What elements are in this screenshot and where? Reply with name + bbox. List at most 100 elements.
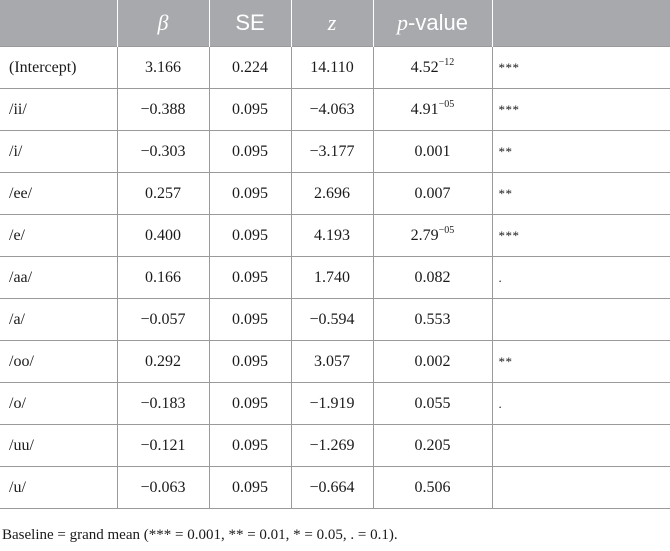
p-value-cell: 0.553 — [372, 298, 493, 341]
table-row: /uu/−0.121 0.095 −1.269 0.205 — [0, 424, 670, 467]
z-cell: −1.919 — [290, 382, 374, 425]
term-cell: /a/ — [0, 298, 118, 341]
p-value-cell: 2.79−05 — [372, 214, 493, 257]
se-cell: 0.095 — [208, 340, 292, 383]
significance-marker: *** — [498, 59, 520, 75]
p-value-cell: 0.205 — [372, 424, 493, 467]
significance-marker: . — [498, 395, 503, 411]
significance-cell: . — [491, 382, 670, 425]
significance-cell: *** — [491, 214, 670, 257]
significance-marker: ** — [498, 143, 513, 159]
beta-cell: −0.063 — [116, 466, 210, 509]
p-value-base: 0.007 — [414, 184, 451, 202]
se-cell: 0.095 — [208, 256, 292, 299]
z-cell: 1.740 — [290, 256, 374, 299]
p-value-cell: 0.082 — [372, 256, 493, 299]
z-cell: 4.193 — [290, 214, 374, 257]
p-value-base: 0.205 — [414, 436, 451, 454]
table-row: /i/−0.303 0.095 −3.177 0.001 ** — [0, 130, 670, 173]
beta-cell: −0.388 — [116, 88, 210, 131]
z-cell: 14.110 — [290, 46, 374, 89]
se-cell: 0.095 — [208, 214, 292, 257]
term-cell: /o/ — [0, 382, 118, 425]
se-cell: 0.095 — [208, 298, 292, 341]
term-cell: /oo/ — [0, 340, 118, 383]
se-cell: 0.095 — [208, 130, 292, 173]
significance-marker: . — [498, 269, 503, 285]
p-value-cell: 0.055 — [372, 382, 493, 425]
se-cell: 0.095 — [208, 466, 292, 509]
term-cell: /uu/ — [0, 424, 118, 467]
p-value-base: 0.506 — [414, 478, 451, 496]
z-cell: −4.063 — [290, 88, 374, 131]
header-p-symbol: p — [397, 10, 409, 35]
z-cell: −0.664 — [290, 466, 374, 509]
header-row: β SE z p-value — [0, 0, 670, 47]
p-value-exponent: −12 — [438, 56, 455, 68]
z-cell: −0.594 — [290, 298, 374, 341]
table-row: /ii/−0.388 0.095 −4.063 4.91−05 *** — [0, 88, 670, 131]
beta-cell: 0.292 — [116, 340, 210, 383]
table-row: (Intercept) 3.166 0.224 14.110 4.52−12 *** — [0, 46, 670, 89]
significance-cell — [491, 466, 670, 509]
header-p-value: p-value — [372, 0, 492, 47]
significance-cell — [491, 298, 670, 341]
table-row: /u/−0.063 0.095 −0.664 0.506 — [0, 466, 670, 509]
table-header: β SE z p-value — [0, 0, 670, 47]
table-footnote: Baseline = grand mean (*** = 0.001, ** =… — [2, 527, 398, 543]
table-row: /o/−0.183 0.095 −1.919 0.055. — [0, 382, 670, 425]
beta-cell: −0.057 — [116, 298, 210, 341]
beta-cell: −0.183 — [116, 382, 210, 425]
p-value-cell: 4.91−05 — [372, 88, 493, 131]
significance-marker: *** — [498, 101, 520, 117]
significance-marker: ** — [498, 353, 513, 369]
header-beta: β — [116, 0, 209, 47]
z-cell: −1.269 — [290, 424, 374, 467]
p-value-base: 0.082 — [414, 268, 451, 286]
beta-cell: −0.303 — [116, 130, 210, 173]
p-value-base: 0.055 — [414, 394, 451, 412]
z-cell: 3.057 — [290, 340, 374, 383]
header-se-label: SE — [235, 10, 265, 35]
table-body: (Intercept) 3.166 0.224 14.110 4.52−12 ***/ii… — [0, 46, 670, 509]
significance-cell: ** — [491, 340, 670, 383]
p-value-cell: 0.007 — [372, 172, 493, 215]
header-se: SE — [208, 0, 291, 47]
z-cell: −3.177 — [290, 130, 374, 173]
p-value-base: 0.002 — [414, 352, 451, 370]
beta-cell: 0.400 — [116, 214, 210, 257]
significance-marker: *** — [498, 227, 520, 243]
p-value-exponent: −05 — [438, 224, 455, 236]
significance-cell: ** — [491, 130, 670, 173]
p-value-exponent: −05 — [438, 98, 455, 110]
beta-cell: 3.166 — [116, 46, 210, 89]
table-row: /a/−0.057 0.095 −0.594 0.553 — [0, 298, 670, 341]
se-cell: 0.095 — [208, 172, 292, 215]
regression-table: β SE z p-value (Intercept) 3.166 0.224 14.110 4… — [0, 0, 670, 509]
header-z: z — [290, 0, 373, 47]
p-value-cell: 0.002 — [372, 340, 493, 383]
se-cell: 0.095 — [208, 88, 292, 131]
header-z-label: z — [327, 10, 337, 35]
beta-cell: 0.166 — [116, 256, 210, 299]
beta-cell: −0.121 — [116, 424, 210, 467]
term-cell: /aa/ — [0, 256, 118, 299]
term-cell: /i/ — [0, 130, 118, 173]
table-row: /aa/0.166 0.095 1.740 0.082. — [0, 256, 670, 299]
header-significance — [491, 0, 670, 47]
header-term — [0, 0, 117, 47]
term-cell: /e/ — [0, 214, 118, 257]
significance-cell: *** — [491, 46, 670, 89]
table-row: /oo/0.292 0.095 3.057 0.002 ** — [0, 340, 670, 383]
table-row: /e/0.400 0.095 4.193 2.79−05 *** — [0, 214, 670, 257]
header-beta-label: β — [157, 10, 169, 35]
term-cell: /ii/ — [0, 88, 118, 131]
significance-cell: . — [491, 256, 670, 299]
term-cell: /u/ — [0, 466, 118, 509]
z-cell: 2.696 — [290, 172, 374, 215]
se-cell: 0.095 — [208, 424, 292, 467]
term-cell: /ee/ — [0, 172, 118, 215]
se-cell: 0.224 — [208, 46, 292, 89]
significance-cell — [491, 424, 670, 467]
